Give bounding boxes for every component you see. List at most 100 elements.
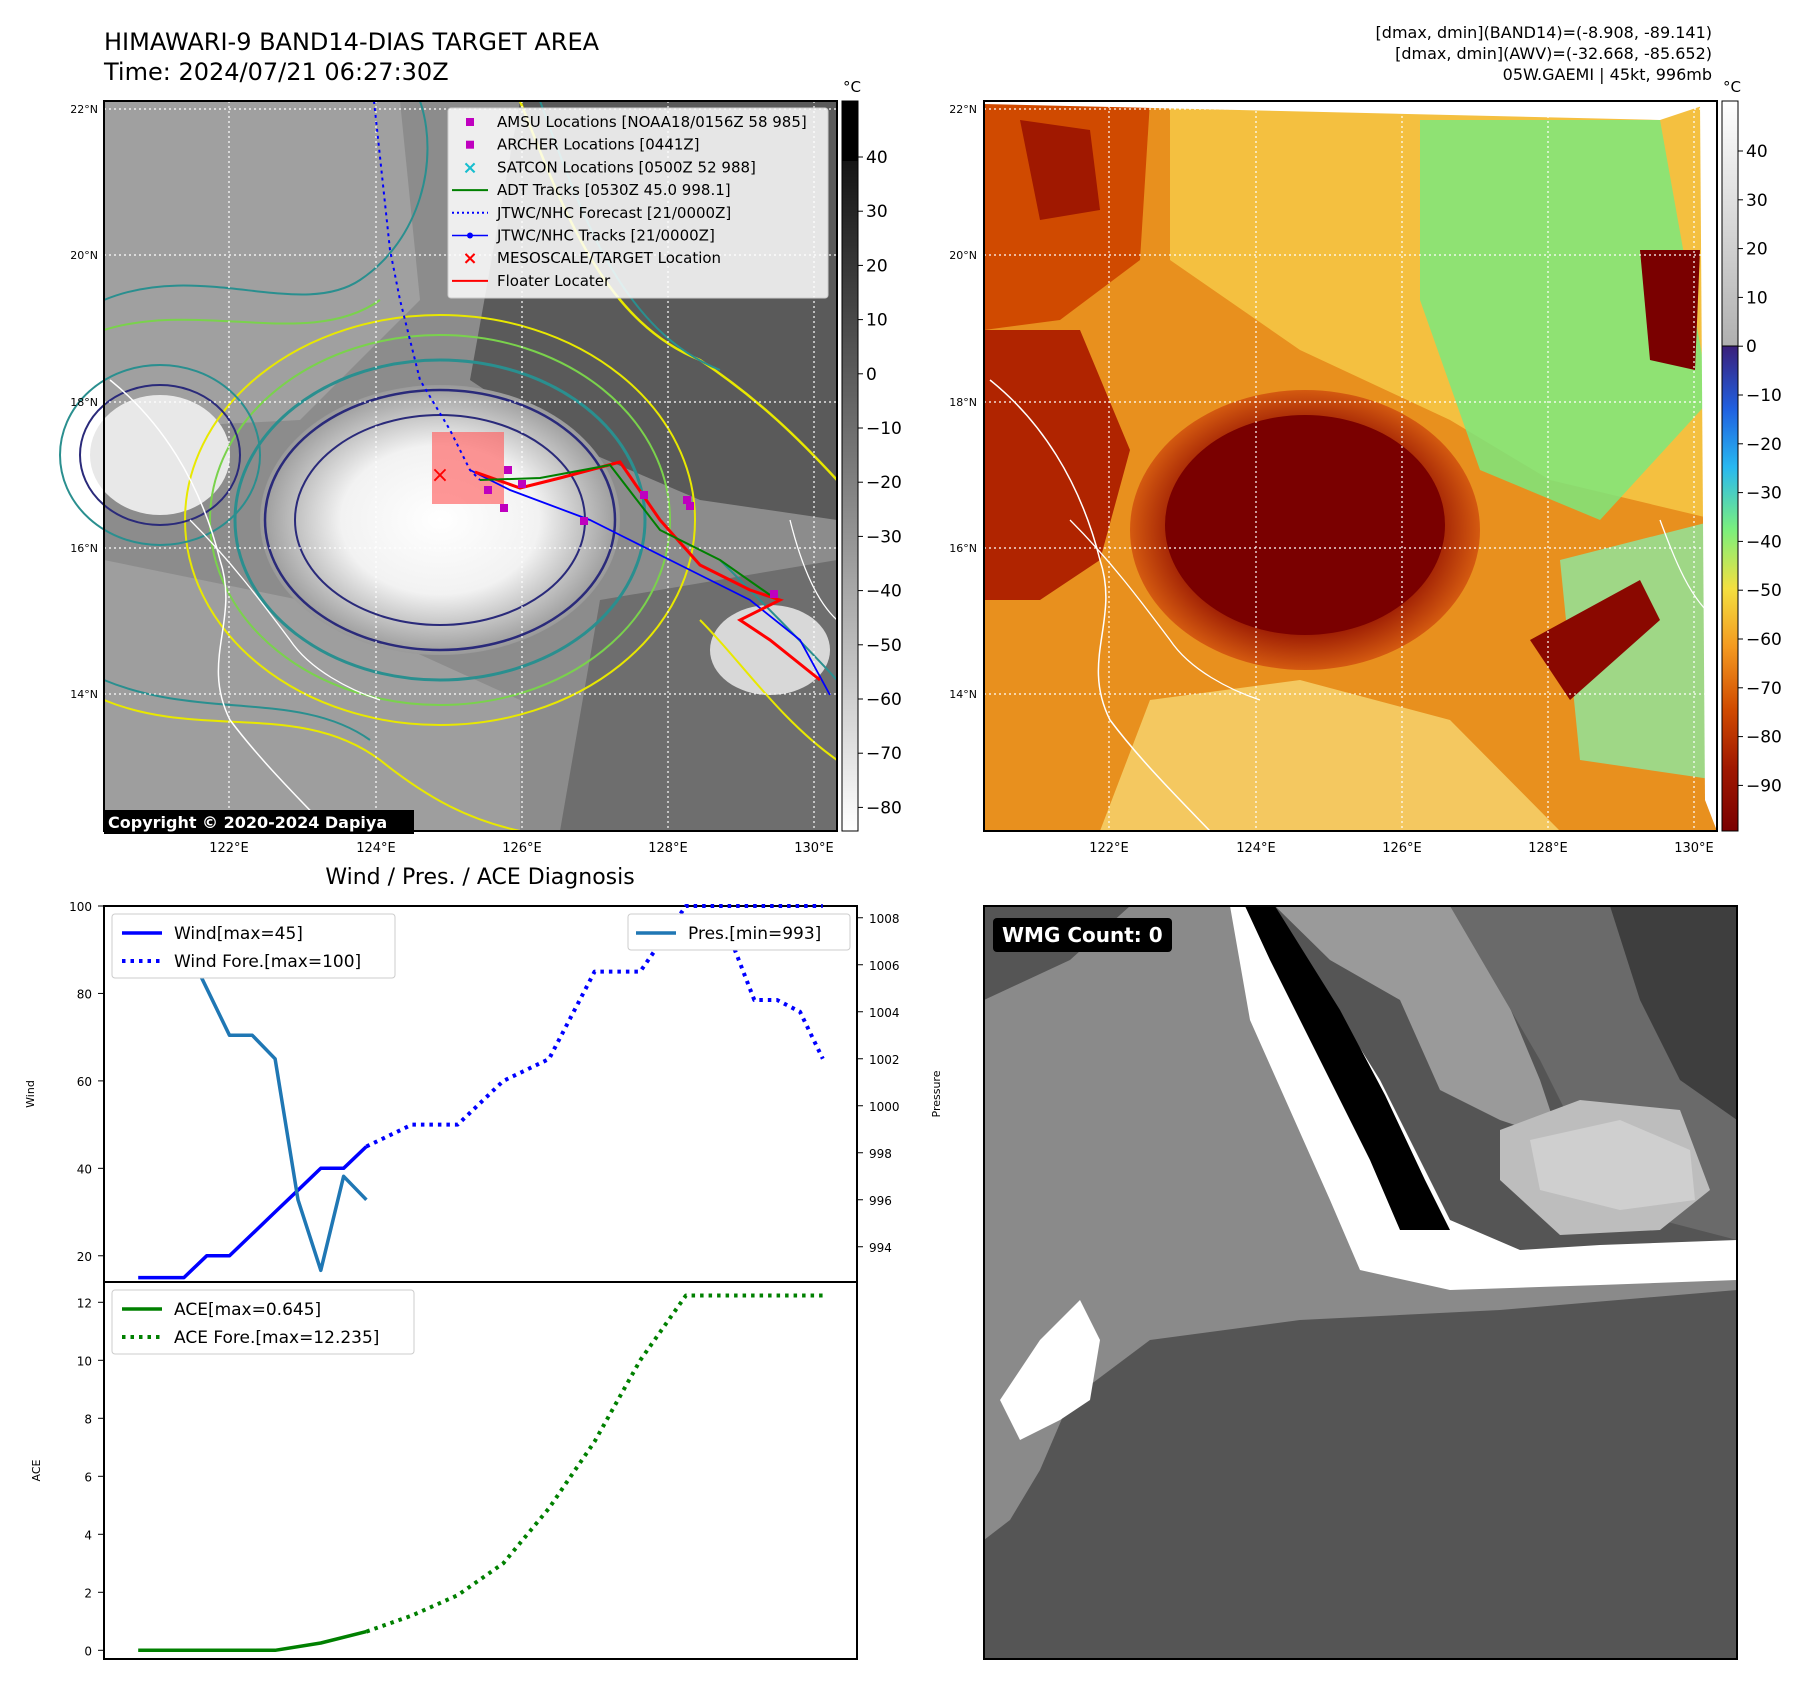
ir-colorbar: °C 40 30 20 10 0 −10 −20 −30 −40 −50 −60 −70 −80	[841, 78, 902, 832]
colorbar-tick-label: −40	[866, 582, 902, 602]
colorbar-tick-label: 0	[1746, 337, 1757, 357]
legend-entry-label: MESOSCALE/TARGET Location	[497, 249, 721, 267]
legend-entry-label: ARCHER Locations [0441Z]	[497, 136, 700, 154]
ace-legend: ACE[max=0.645] ACE Fore.[max=12.235]	[111, 1289, 415, 1355]
awv-map-panel	[983, 100, 1718, 832]
pressure-legend: Pres.[min=993]	[627, 913, 851, 951]
pressure-ytick-label: 1008	[869, 912, 900, 926]
legend-entry-label: Wind Fore.[max=100]	[174, 952, 361, 972]
legend-box	[627, 913, 851, 951]
colorbar-tick-label: −60	[866, 690, 902, 710]
legend-entry-label: JTWC/NHC Tracks [21/0000Z]	[496, 227, 715, 245]
lon-tick-label: 124°E	[1236, 841, 1276, 856]
wind-ytick-label: 100	[69, 900, 92, 914]
colorbar-tick-label: 30	[1746, 191, 1768, 211]
colorbar-tick-label: 10	[1746, 288, 1768, 308]
diagnosis-title: Wind / Pres. / ACE Diagnosis	[325, 865, 634, 890]
colorbar-tick-label: 20	[1746, 240, 1768, 260]
colorbar-tick-label: −50	[1746, 581, 1782, 601]
legend-entry-label: ADT Tracks [0530Z 45.0 998.1]	[497, 181, 731, 199]
colorbar-tick-label: 40	[866, 148, 888, 168]
lat-tick-label: 16°N	[70, 542, 98, 555]
wind-ytick-label: 60	[77, 1075, 92, 1089]
storm-info: 05W.GAEMI | 45kt, 996mb	[1503, 65, 1712, 84]
ir-colorbar-unit: °C	[843, 78, 861, 96]
wmg-count-badge: WMG Count: 0	[993, 918, 1172, 952]
ace-ytick-label: 12	[77, 1296, 92, 1310]
colorbar-tick-label: −20	[1746, 435, 1782, 455]
lon-tick-label: 130°E	[1674, 841, 1714, 856]
ace-ytick-label: 8	[84, 1412, 92, 1426]
stats-awv: [dmax, dmin](AWV)=(-32.668, -85.652)	[1395, 44, 1712, 63]
lat-tick-label: 18°N	[70, 396, 98, 409]
lat-tick-label: 14°N	[70, 688, 98, 701]
ace-chart: 0 2 4 6 8 10 12 ACE ACE[max=0.645] ACE Fore.[max=…	[30, 1281, 858, 1660]
time-label: Time: 2024/07/21 06:27:30Z	[103, 58, 449, 86]
pressure-ytick-label: 1002	[869, 1053, 900, 1067]
lon-tick-label: 126°E	[502, 841, 542, 856]
legend-marker: ×	[462, 157, 477, 178]
wind-axis-label: Wind	[24, 1080, 37, 1108]
svg-text:×: ×	[431, 463, 449, 488]
copyright-label: Copyright © 2020-2024 Dapiya	[108, 813, 387, 832]
legend-entry-label: AMSU Locations [NOAA18/0156Z 58 985]	[497, 113, 807, 131]
awv-lat-ticks: 22°N 20°N 18°N 16°N 14°N	[949, 103, 977, 701]
pressure-ytick-label: 994	[869, 1241, 892, 1255]
pressure-ytick-label: 996	[869, 1194, 892, 1208]
pressure-axis-label: Pressure	[930, 1070, 943, 1117]
pressure-ytick-label: 998	[869, 1147, 892, 1161]
ir-lon-ticks: 122°E 124°E 126°E 128°E 130°E	[209, 841, 834, 856]
wind-pressure-chart: 20 40 60 80 100 994 996 998 1000 1002 1004 1006 1008…	[24, 900, 943, 1283]
ace-ytick-label: 0	[84, 1644, 92, 1658]
lon-tick-label: 124°E	[356, 841, 396, 856]
ace-ytick-label: 6	[84, 1470, 92, 1484]
lat-tick-label: 22°N	[949, 103, 977, 116]
colorbar-tick-label: −80	[866, 798, 902, 818]
wmg-panel	[983, 905, 1738, 1660]
series-line	[138, 1629, 367, 1653]
lat-tick-label: 18°N	[949, 396, 977, 409]
lat-tick-label: 16°N	[949, 542, 977, 555]
colorbar-tick-label: −80	[1746, 728, 1782, 748]
legend-entry-label: JTWC/NHC Forecast [21/0000Z]	[496, 204, 731, 222]
stats-band14: [dmax, dmin](BAND14)=(-8.908, -89.141)	[1376, 23, 1712, 42]
wind-ytick-label: 80	[77, 987, 92, 1001]
pressure-ytick-label: 1006	[869, 959, 900, 973]
colorbar-tick-label: −50	[866, 636, 902, 656]
series-line	[365, 1293, 823, 1634]
ace-ytick-label: 10	[77, 1354, 92, 1368]
legend-entry-label: ACE Fore.[max=12.235]	[174, 1328, 379, 1348]
map-legend: AMSU Locations [NOAA18/0156Z 58 985] ARCH…	[447, 107, 829, 299]
lon-tick-label: 128°E	[648, 841, 688, 856]
legend-entry-label: Floater Locater	[497, 272, 611, 290]
colorbar-tick-label: −30	[866, 527, 902, 547]
colorbar-tick-label: 30	[866, 202, 888, 222]
legend-entry-label: SATCON Locations [0500Z 52 988]	[497, 158, 756, 176]
legend-marker	[466, 118, 474, 126]
colorbar-tick-label: −10	[1746, 386, 1782, 406]
lon-tick-label: 126°E	[1382, 841, 1422, 856]
legend-marker	[467, 232, 473, 239]
ace-ytick-label: 4	[84, 1528, 92, 1542]
colorbar-tick-label: −30	[1746, 484, 1782, 504]
ace-ytick-label: 2	[84, 1586, 92, 1600]
colorbar-tick-label: −20	[866, 473, 902, 493]
awv-colorbar-unit: °C	[1723, 78, 1741, 96]
colorbar-tick-label: 10	[866, 311, 888, 331]
lat-tick-label: 14°N	[949, 688, 977, 701]
colorbar-tick-label: −40	[1746, 532, 1782, 552]
colorbar-tick-label: 40	[1746, 142, 1768, 162]
lon-tick-label: 122°E	[209, 841, 249, 856]
series-line	[138, 1145, 368, 1280]
pressure-ytick-label: 1004	[869, 1006, 900, 1020]
colorbar-tick-label: −90	[1746, 776, 1782, 796]
awv-colorbar: °C 40 30 20 10 0 −10 −20 −30 −40 −50 −60 −70 −80 −90	[1721, 78, 1782, 832]
colorbar-tick-label: 0	[866, 365, 877, 385]
pressure-ytick-label: 1000	[869, 1100, 900, 1114]
legend-marker: ×	[462, 248, 477, 269]
lon-tick-label: 128°E	[1528, 841, 1568, 856]
legend-box	[111, 913, 396, 979]
series-line	[729, 940, 825, 1060]
awv-lon-ticks: 122°E 124°E 126°E 128°E 130°E	[1089, 841, 1714, 856]
